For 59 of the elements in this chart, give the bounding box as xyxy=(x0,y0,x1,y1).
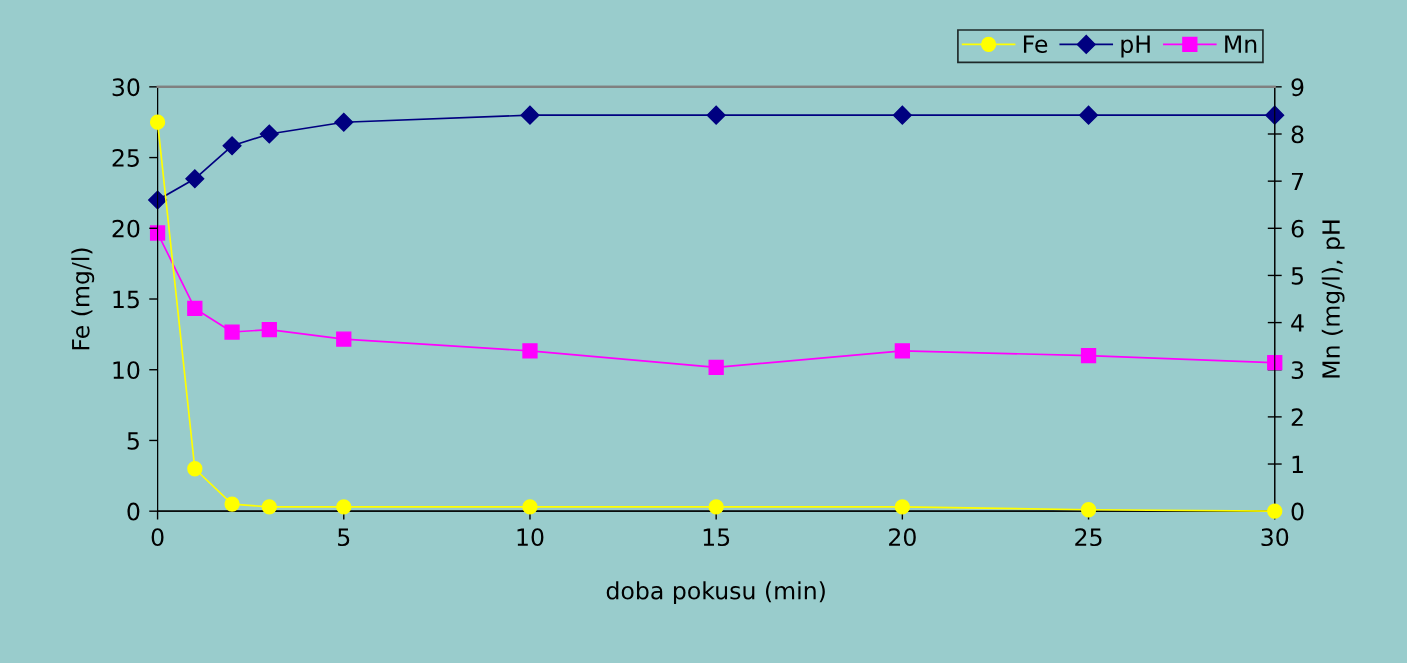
x-tick-label: 30 xyxy=(1261,528,1289,547)
y-tick-label: 30 xyxy=(112,78,140,97)
point xyxy=(187,300,203,317)
point xyxy=(187,461,203,477)
x-tick-label: 25 xyxy=(1075,528,1102,547)
point xyxy=(148,190,168,210)
legend-label: Fe xyxy=(1023,35,1048,54)
point xyxy=(259,124,279,144)
point xyxy=(1267,355,1283,371)
y-axis-title: Fe (mg/l) xyxy=(71,248,95,350)
point xyxy=(336,331,352,347)
y2-tick-label: 3 xyxy=(1291,361,1304,380)
point xyxy=(708,359,724,376)
y-tick-label: 25 xyxy=(112,149,139,167)
point xyxy=(894,343,910,359)
point xyxy=(334,112,354,132)
y2-tick-label: 2 xyxy=(1291,408,1303,426)
x-axis-title: doba pokusu (min) xyxy=(606,581,825,605)
point xyxy=(222,136,242,156)
point xyxy=(224,496,240,512)
point xyxy=(520,105,540,125)
point xyxy=(522,343,538,359)
y2-tick-label: 4 xyxy=(1291,314,1304,332)
y-tick-label: 10 xyxy=(113,361,140,380)
y-tick-label: 20 xyxy=(112,219,140,238)
point xyxy=(224,324,240,340)
x-tick-label: 5 xyxy=(338,528,350,547)
y2-tick-label: 0 xyxy=(1291,502,1304,521)
point xyxy=(261,499,277,515)
x-tick-label: 10 xyxy=(517,528,544,547)
y2-tick-label: 7 xyxy=(1291,172,1304,191)
y2-tick-label: 8 xyxy=(1291,125,1304,144)
point xyxy=(149,114,166,130)
point xyxy=(261,322,277,338)
point xyxy=(185,169,205,189)
y-tick-label: 0 xyxy=(127,502,140,521)
y2-tick-label: 1 xyxy=(1292,455,1303,473)
legend-label: Mn xyxy=(1225,35,1257,53)
x-tick-label: 0 xyxy=(151,528,164,547)
y2-tick-label: 6 xyxy=(1291,219,1304,238)
x-tick-label: 20 xyxy=(889,528,916,547)
legend-label: pH xyxy=(1121,35,1150,58)
point xyxy=(1265,105,1285,125)
point xyxy=(1080,347,1097,364)
point xyxy=(149,225,166,241)
y-tick-label: 5 xyxy=(127,432,139,450)
point xyxy=(336,499,352,515)
point xyxy=(706,105,726,125)
point xyxy=(522,499,538,515)
y2-axis-title: Mn (mg/l), pH xyxy=(1321,220,1345,378)
y-tick-label: 15 xyxy=(113,290,139,309)
point xyxy=(892,105,912,125)
point xyxy=(1080,502,1097,518)
y2-tick-label: 9 xyxy=(1291,78,1304,97)
point xyxy=(708,499,724,515)
point xyxy=(1079,105,1099,125)
y2-tick-label: 5 xyxy=(1291,267,1303,285)
x-tick-label: 15 xyxy=(703,528,730,547)
point xyxy=(894,499,910,515)
